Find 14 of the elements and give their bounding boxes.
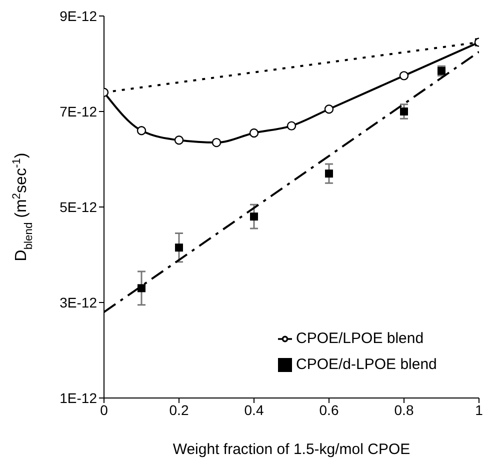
legend-label: CPOE/LPOE blend — [296, 330, 424, 347]
x-axis-title: Weight fraction of 1.5-kg/mol CPOE — [172, 441, 410, 458]
y-tick-label: 3E-12 — [60, 294, 98, 310]
x-tick-label: 0.4 — [244, 402, 264, 418]
x-tick-label: 1 — [475, 402, 484, 418]
x-tick-label: 0.2 — [169, 402, 189, 418]
y-tick-label: 7E-12 — [60, 103, 98, 120]
y-tick-label: 5E-12 — [60, 198, 98, 215]
legend-label: CPOE/d-LPOE blend — [296, 356, 437, 373]
x-tick-label: 0.6 — [319, 402, 339, 418]
x-tick-label: 0 — [100, 402, 108, 418]
x-tick-label: 0.8 — [394, 402, 414, 418]
y-tick-label: 1E-12 — [60, 390, 98, 406]
y-tick-label: 9E-12 — [60, 8, 98, 24]
